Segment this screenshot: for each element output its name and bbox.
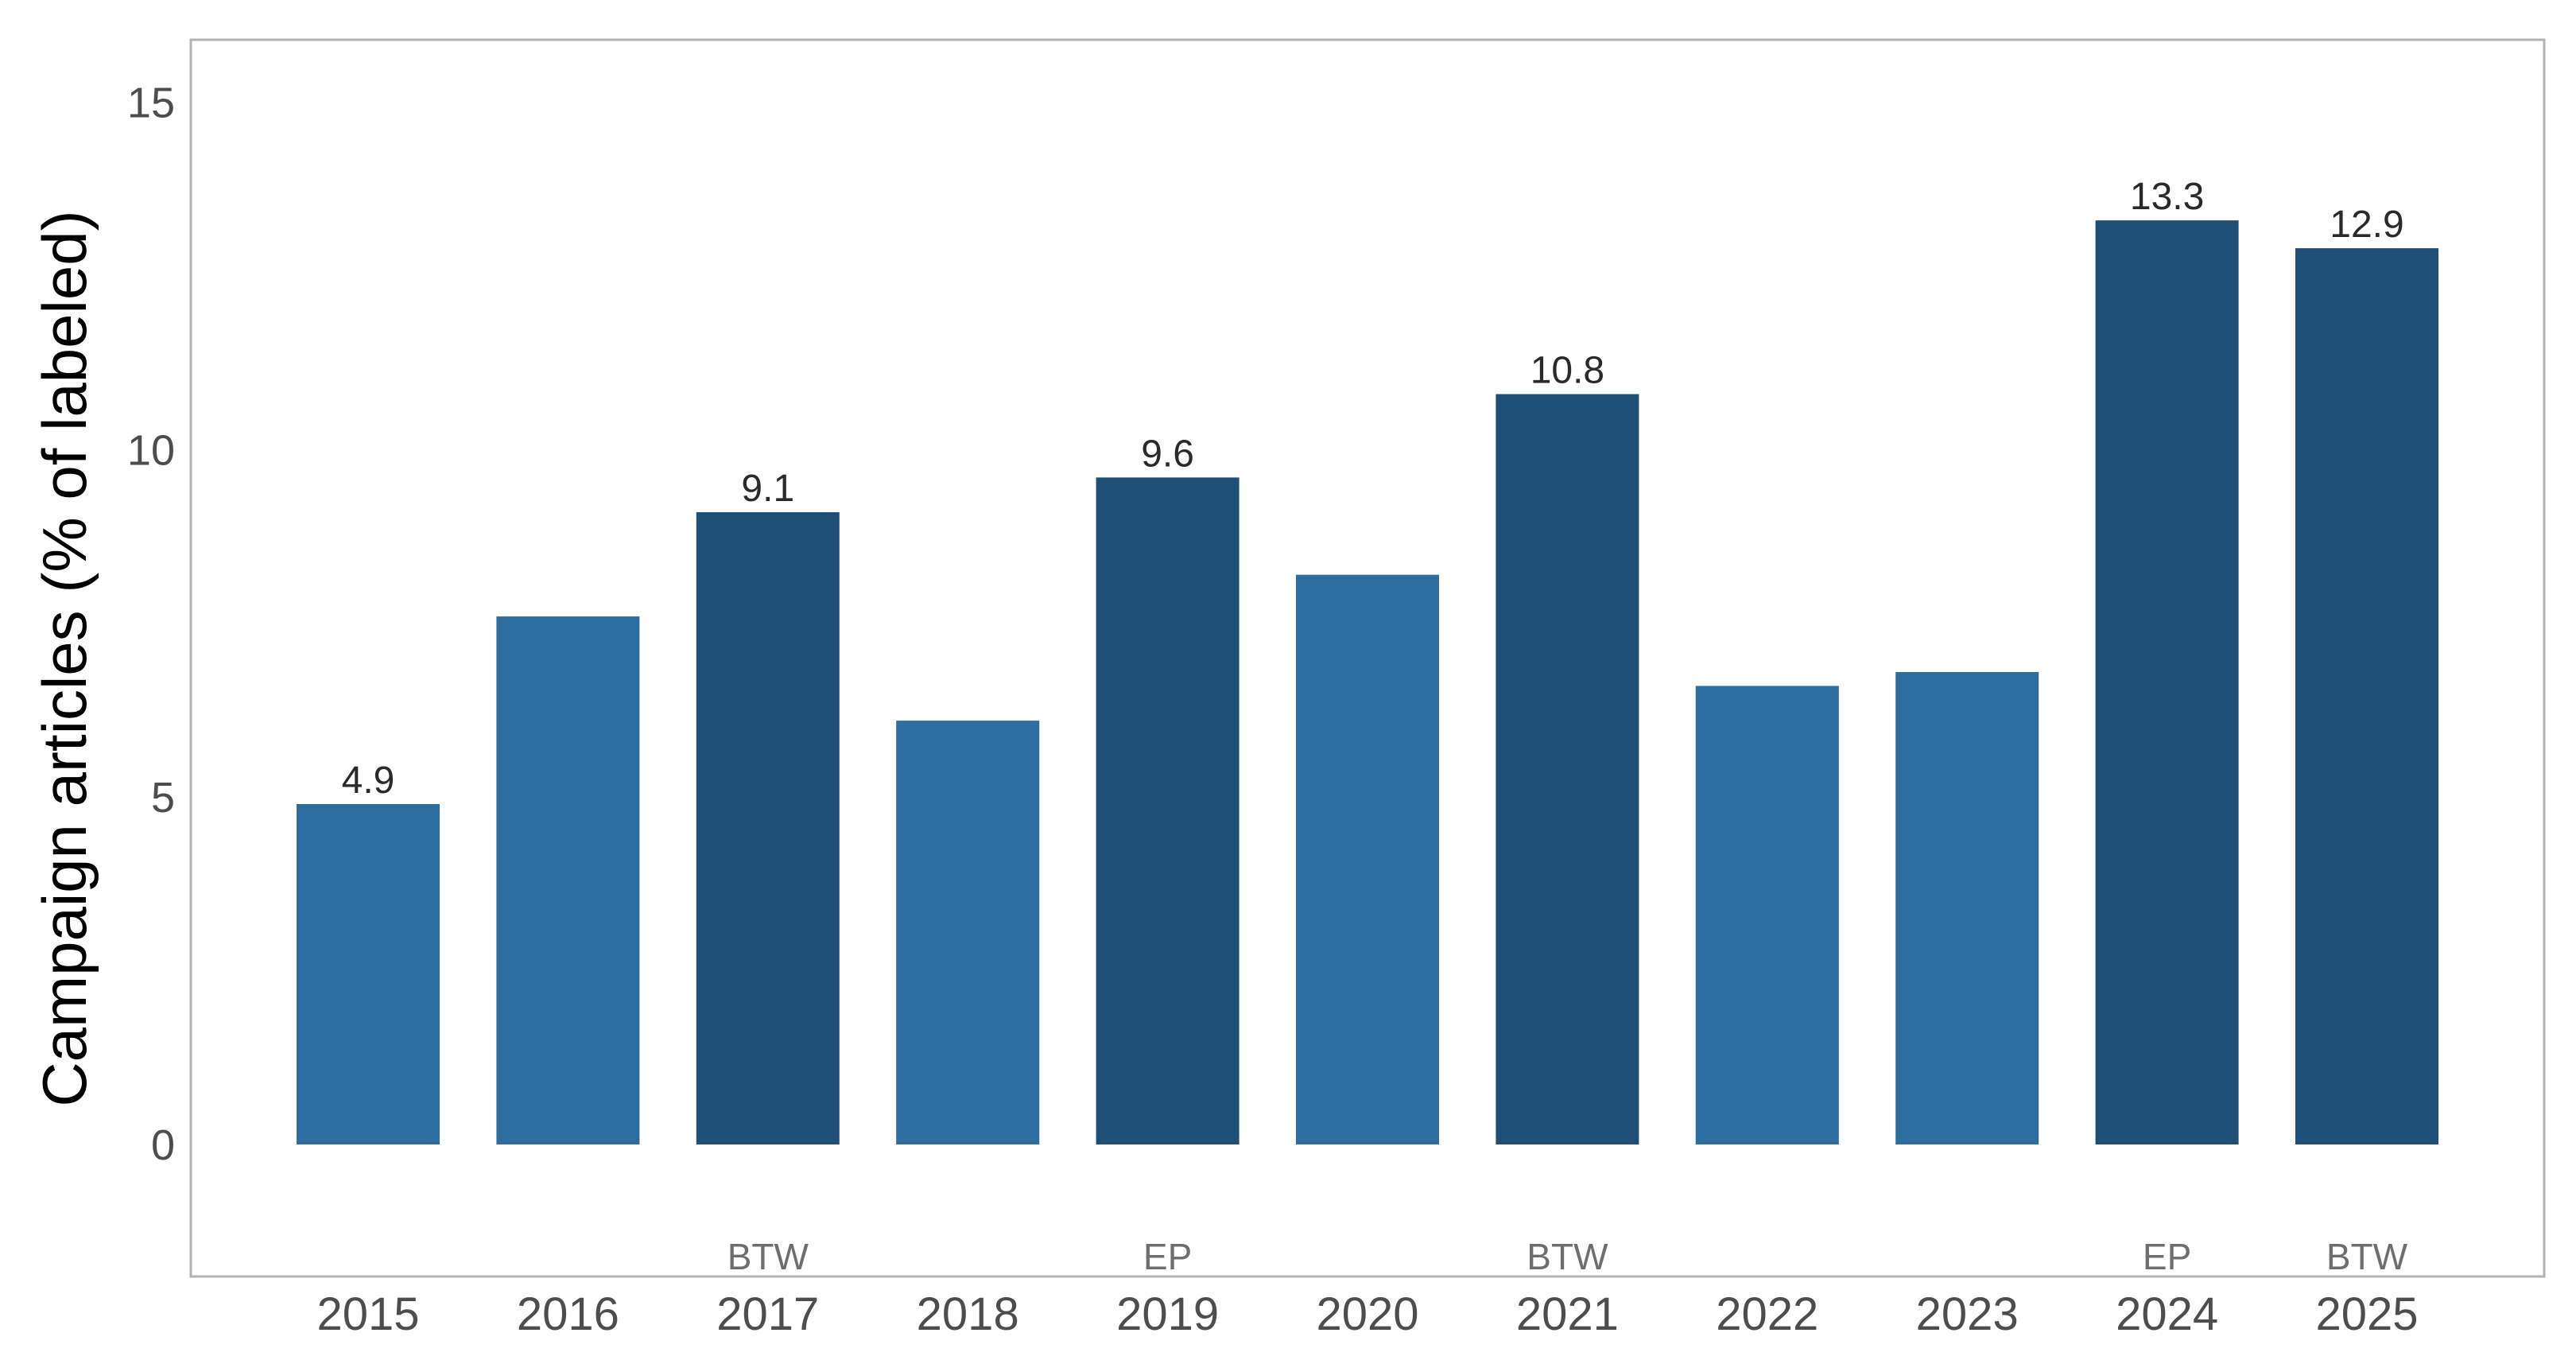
- bar-2018: [896, 721, 1040, 1145]
- value-label-2019: 9.6: [1141, 433, 1194, 475]
- bar-2021: [1496, 394, 1639, 1145]
- bar-2024: [2095, 220, 2239, 1145]
- x-tick-label-2017: 2017: [716, 1288, 819, 1340]
- y-tick-label: 0: [151, 1121, 175, 1169]
- election-label-2021: BTW: [1527, 1236, 1608, 1277]
- x-tick-label-2021: 2021: [1516, 1288, 1619, 1340]
- x-tick-label-2023: 2023: [1916, 1288, 2019, 1340]
- x-tick-label-2018: 2018: [917, 1288, 1019, 1340]
- bar-2020: [1296, 574, 1439, 1145]
- y-tick-label: 5: [151, 774, 175, 822]
- bar-2023: [1895, 671, 2039, 1145]
- value-label-2017: 9.1: [741, 468, 794, 510]
- y-axis-label: Campaign articles (% of labeled): [29, 210, 99, 1106]
- bar-2016: [496, 616, 640, 1145]
- election-label-2017: BTW: [727, 1236, 809, 1277]
- bar-2025: [2295, 248, 2438, 1145]
- election-label-2024: EP: [2143, 1236, 2191, 1277]
- x-tick-label-2020: 2020: [1316, 1288, 1418, 1340]
- x-tick-label-2015: 2015: [316, 1288, 419, 1340]
- value-label-2021: 10.8: [1530, 350, 1604, 392]
- x-tick-label-2016: 2016: [517, 1288, 619, 1340]
- x-tick-label-2019: 2019: [1116, 1288, 1219, 1340]
- x-tick-label-2024: 2024: [2116, 1288, 2218, 1340]
- value-label-2025: 12.9: [2330, 204, 2403, 246]
- plot-frame: [189, 38, 2546, 1278]
- value-label-2015: 4.9: [342, 760, 395, 802]
- y-tick-label: 10: [127, 426, 175, 474]
- election-label-2019: EP: [1143, 1236, 1192, 1277]
- bar-2019: [1096, 477, 1240, 1145]
- election-label-2025: BTW: [2326, 1236, 2408, 1277]
- bar-2015: [297, 803, 440, 1145]
- bar-2022: [1695, 686, 1839, 1145]
- value-label-2024: 13.3: [2130, 176, 2204, 218]
- x-tick-label-2022: 2022: [1716, 1288, 1818, 1340]
- y-tick-label: 15: [127, 80, 175, 127]
- bar-2017: [696, 512, 840, 1145]
- x-tick-label-2025: 2025: [2315, 1288, 2418, 1340]
